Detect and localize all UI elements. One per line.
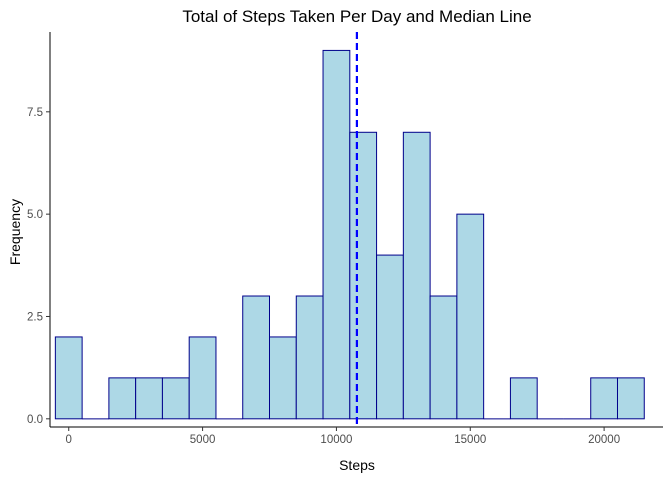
x-tick-label-0: 0	[66, 434, 72, 446]
histogram-bar-15	[456, 213, 485, 420]
histogram-bar-17	[509, 377, 538, 420]
y-axis-title: Frequency	[7, 199, 23, 265]
y-tick-label-2: 5.0	[27, 209, 43, 221]
histogram-bar-9	[295, 295, 324, 420]
histogram-bar-4	[161, 377, 190, 420]
x-tick-label-4: 20000	[588, 434, 620, 446]
histogram-bar-13	[402, 131, 431, 420]
histogram-bar-21	[616, 377, 645, 420]
histogram-bar-5	[188, 336, 217, 420]
y-tick-label-0: 0.0	[27, 414, 43, 426]
histogram-bar-14	[429, 295, 458, 420]
bars-group	[54, 49, 645, 420]
histogram-bar-7	[242, 295, 271, 420]
x-axis-title: Steps	[339, 457, 375, 473]
axes-group	[49, 32, 663, 428]
x-tick-label-1: 5000	[190, 434, 216, 446]
histogram-bar-2	[108, 377, 137, 420]
y-tick-label-3: 7.5	[27, 107, 43, 119]
histogram-bar-0	[54, 336, 83, 420]
histogram-bar-12	[376, 254, 404, 420]
x-tick-label-3: 15000	[454, 434, 486, 446]
histogram-bar-3	[135, 377, 163, 420]
histogram-bar-11	[349, 131, 378, 420]
x-ticks-group: 0 5000 10000 15000 20000	[66, 427, 620, 446]
histogram-bar-10	[322, 49, 351, 420]
chart-title: Total of Steps Taken Per Day and Median …	[182, 7, 531, 26]
y-ticks-group: 0.0 2.5 5.0 7.5	[27, 107, 50, 426]
y-tick-label-1: 2.5	[27, 311, 43, 323]
histogram-bar-20	[590, 377, 618, 420]
x-tick-label-2: 10000	[320, 434, 352, 446]
histogram-bar-8	[269, 336, 297, 420]
